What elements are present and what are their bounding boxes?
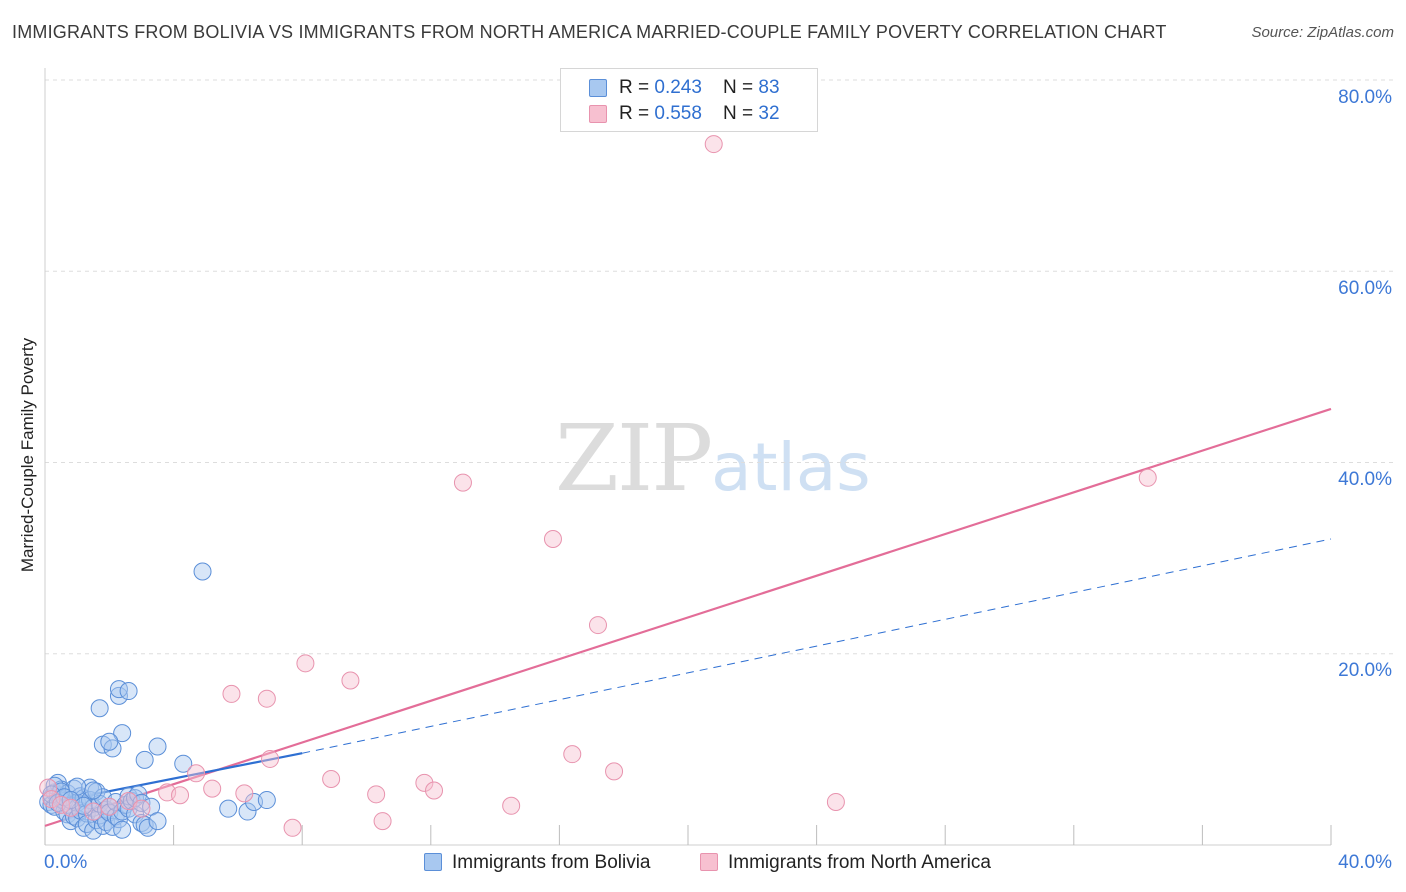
point-north-america-26 (543, 530, 562, 548)
source-label: Source: ZipAtlas.com (1251, 24, 1394, 41)
point-bolivia-27 (84, 821, 103, 840)
point-north-america-1 (42, 790, 61, 809)
point-north-america-18 (322, 770, 341, 789)
point-north-america-21 (373, 812, 392, 831)
trend-line-north-america (44, 407, 1332, 827)
point-bolivia-82 (100, 732, 119, 751)
point-north-america-24 (453, 473, 472, 492)
point-bolivia-70 (109, 686, 128, 705)
x-tick-label-max: 40.0% (1338, 852, 1392, 873)
point-bolivia-74 (135, 750, 154, 769)
point-bolivia-61 (84, 781, 103, 800)
point-north-america-5 (100, 797, 119, 816)
chart-title: IMMIGRANTS FROM BOLIVIA VS IMMIGRANTS FR… (12, 22, 1167, 42)
point-bolivia-75 (148, 737, 167, 756)
point-bolivia-73 (119, 682, 138, 701)
point-north-america-20 (367, 785, 386, 804)
bottom-legend-bolivia: Immigrants from Bolivia (424, 852, 651, 874)
legend-text-bolivia: R = 0.243 N = 83 (619, 77, 780, 98)
legend-swatch-bolivia (589, 79, 607, 97)
trend-lines (44, 407, 1332, 827)
point-north-america-27 (563, 745, 582, 764)
point-north-america-3 (61, 798, 80, 817)
point-bolivia-79 (238, 802, 257, 821)
axes (44, 68, 1332, 846)
y-axis-label: Married-Couple Family Poverty (18, 337, 37, 573)
correlation-legend: R = 0.243 N = 83 R = 0.558 N = 32 (560, 68, 818, 132)
point-north-america-4 (84, 802, 103, 821)
point-north-america-25 (502, 796, 521, 815)
point-bolivia-44 (113, 820, 132, 839)
point-north-america-29 (605, 762, 624, 781)
bottom-legend-swatch-bolivia (424, 853, 442, 871)
point-bolivia-57 (148, 812, 167, 831)
point-north-america-23 (425, 781, 444, 800)
point-north-america-28 (588, 616, 607, 635)
point-bolivia-71 (113, 724, 132, 743)
trend-line-bolivia-extension (302, 538, 1332, 754)
point-bolivia-68 (90, 699, 109, 718)
point-north-america-30 (704, 135, 723, 154)
point-north-america-12 (222, 684, 241, 703)
x-tick-label-min: 0.0% (44, 852, 88, 873)
y-tick-label-20: 20.0% (1338, 660, 1392, 681)
point-bolivia-77 (193, 562, 212, 581)
point-north-america-13 (235, 784, 254, 803)
point-north-america-22 (415, 773, 434, 792)
point-north-america-32 (1138, 468, 1157, 487)
point-north-america-0 (39, 778, 58, 797)
y-tick-label-40: 40.0% (1338, 469, 1392, 490)
legend-text-north-america: R = 0.558 N = 32 (619, 103, 780, 124)
point-north-america-16 (283, 818, 302, 837)
legend-swatch-north-america (589, 105, 607, 123)
point-bolivia-81 (257, 791, 276, 810)
point-north-america-10 (187, 764, 206, 783)
point-north-america-31 (826, 792, 845, 811)
bottom-legend-swatch-north-america (700, 853, 718, 871)
point-north-america-7 (132, 799, 151, 818)
point-north-america-17 (296, 654, 315, 673)
y-tick-label-60: 60.0% (1338, 278, 1392, 299)
point-bolivia-76 (174, 754, 193, 773)
point-north-america-14 (257, 689, 276, 708)
point-north-america-11 (203, 779, 222, 798)
point-bolivia-55 (138, 818, 157, 837)
grid-lines (45, 79, 1393, 655)
point-bolivia-78 (219, 799, 238, 818)
point-north-america-19 (341, 671, 360, 690)
point-north-america-15 (261, 749, 280, 768)
bottom-legend-north-america: Immigrants from North America (700, 852, 991, 874)
y-tick-label-80: 80.0% (1338, 87, 1392, 108)
series-north-america-points (39, 135, 1157, 837)
point-north-america-9 (171, 786, 190, 805)
